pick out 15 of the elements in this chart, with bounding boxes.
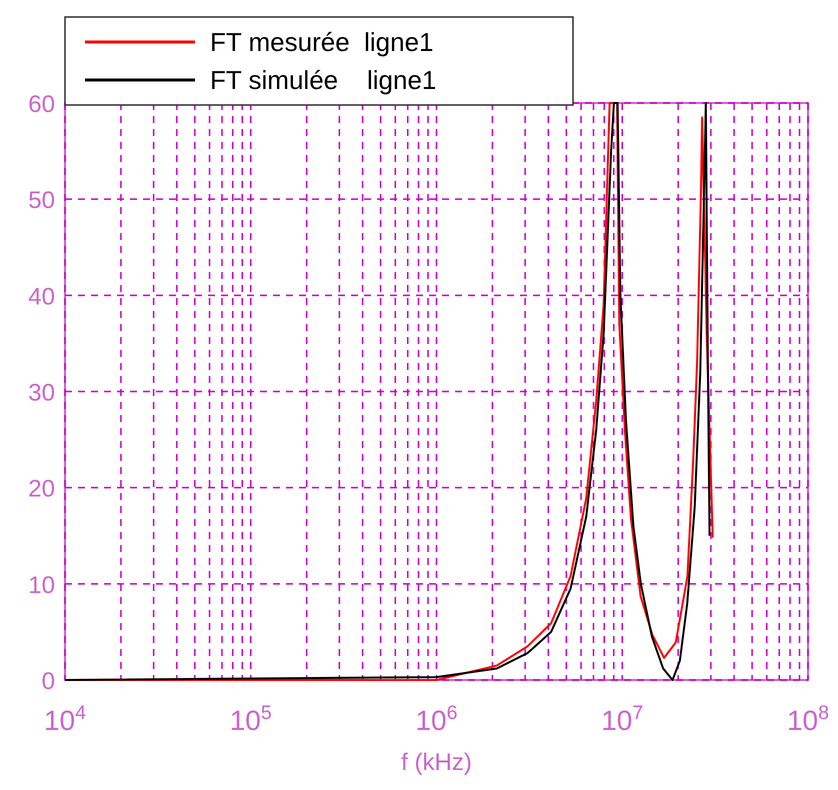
y-tick-label: 40 [28,283,55,310]
y-tick-label: 30 [28,380,55,406]
y-tick-label: 50 [28,187,55,214]
x-axis-title: f (kHz) [401,749,472,776]
legend-label: FT simulée ligne1 [210,65,436,95]
x-tick-label: 10$^{8}$ [786,702,830,736]
legend-label: FT mesurée ligne1 [210,27,434,57]
y-tick-label: 20 [28,476,55,503]
y-tick-label: 10 [28,572,55,599]
x-tick-label: 10$^{4}$ [44,702,86,736]
y-tick-label: 60 [28,91,55,118]
y-tick-label: 0 [42,668,55,695]
x-tick-label: 10$^{6}$ [415,702,458,736]
x-tick-label: 10$^{5}$ [230,702,272,736]
x-tick-label: 10$^{7}$ [601,702,644,736]
